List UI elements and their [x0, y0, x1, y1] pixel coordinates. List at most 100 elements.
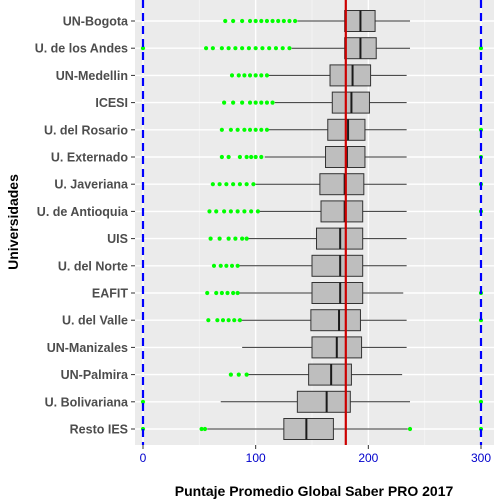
box-6	[210, 173, 484, 196]
category-label: U. del Norte	[58, 259, 128, 273]
box-11	[206, 309, 484, 332]
outlier-point	[231, 18, 236, 24]
box-7	[207, 200, 484, 223]
outlier-point	[240, 100, 245, 105]
outlier-point	[259, 154, 264, 160]
outlier-point	[247, 73, 253, 78]
outlier-point	[199, 426, 204, 432]
box-2	[229, 64, 407, 87]
outlier-point	[206, 318, 211, 323]
outlier-point	[280, 46, 285, 51]
outlier-point	[223, 18, 228, 24]
x-tick-label: 300	[471, 451, 491, 465]
outlier-point	[259, 18, 264, 24]
box-0	[223, 10, 411, 32]
box-15	[140, 418, 484, 440]
outlier-point	[226, 46, 231, 51]
outlier-point	[222, 209, 227, 214]
outlier-point	[233, 46, 238, 51]
outlier-point	[224, 182, 229, 187]
x-axis-ticks: 0 100 200 300	[140, 445, 491, 465]
category-label: EAFIT	[92, 287, 128, 301]
outlier-point	[244, 182, 249, 187]
outlier-point	[235, 127, 240, 132]
category-label: U. del Rosario	[44, 123, 128, 137]
outlier-point	[219, 154, 224, 160]
outlier-point	[228, 372, 233, 377]
outlier-point	[270, 100, 275, 105]
x-axis-title: Puntaje Promedio Global Saber PRO 2017	[175, 483, 454, 499]
outlier-point	[478, 399, 484, 404]
outlier-point	[242, 209, 247, 214]
outlier-point	[229, 263, 235, 268]
outlier-point	[287, 46, 292, 51]
outlier-point	[202, 426, 208, 432]
outlier-point	[214, 290, 219, 296]
box-8	[208, 227, 407, 250]
outlier-point	[247, 18, 253, 24]
outlier-point	[249, 209, 254, 214]
outlier-point	[214, 209, 219, 214]
box-iqr	[311, 282, 364, 304]
outlier-point	[231, 100, 236, 105]
outlier-point	[259, 127, 264, 132]
x-tick-label: 100	[246, 451, 266, 465]
outlier-point	[217, 182, 222, 187]
box-iqr	[310, 309, 361, 332]
box-iqr	[319, 173, 365, 196]
category-label: U. del Valle	[62, 314, 128, 328]
box-iqr	[308, 363, 352, 386]
outlier-point	[235, 290, 240, 296]
outlier-point	[478, 46, 484, 51]
outlier-point	[244, 154, 249, 160]
outlier-point	[259, 73, 264, 78]
outlier-point	[235, 263, 240, 268]
outlier-point	[226, 154, 231, 160]
outlier-point	[249, 154, 254, 160]
category-label: ICESI	[95, 96, 128, 110]
outlier-point	[236, 73, 241, 78]
box-14	[140, 390, 484, 413]
x-tick-label: 0	[140, 451, 147, 465]
outlier-point	[207, 209, 212, 214]
outlier-point	[228, 209, 233, 214]
outlier-point	[259, 100, 264, 105]
outlier-point	[253, 46, 258, 51]
outlier-point	[229, 73, 235, 78]
outlier-point	[226, 318, 231, 323]
outlier-point	[247, 100, 253, 105]
x-tick-label: 200	[358, 451, 378, 465]
category-label: U. de los Andes	[35, 42, 128, 56]
outlier-point	[203, 46, 209, 51]
reference-lines	[141, 0, 483, 445]
box-iqr	[311, 254, 364, 277]
category-label: UN-Manizales	[47, 341, 128, 355]
outlier-point	[276, 18, 281, 24]
box-9	[211, 254, 407, 277]
outlier-point	[281, 18, 286, 24]
box-13	[228, 363, 403, 386]
category-label: U. Javeriana	[54, 178, 129, 192]
category-labels: UN-Bogota U. de los Andes UN-Medellin ICESI…	[35, 15, 135, 437]
outlier-point	[264, 100, 270, 105]
outlier-point	[219, 127, 224, 132]
outlier-point	[210, 46, 215, 51]
box-1	[140, 37, 484, 60]
outlier-point	[242, 73, 247, 78]
outlier-point	[255, 209, 261, 214]
outlier-point	[226, 236, 231, 241]
outlier-point	[217, 236, 222, 241]
box-iqr	[283, 418, 334, 440]
outlier-point	[264, 127, 270, 132]
category-label: UIS	[107, 232, 128, 246]
category-label: UN-Bogota	[63, 15, 129, 29]
outlier-point	[219, 46, 224, 51]
outlier-point	[219, 290, 224, 296]
outlier-point	[231, 290, 236, 296]
outlier-point	[251, 182, 256, 187]
box-12	[242, 336, 407, 359]
outlier-point	[260, 46, 265, 51]
category-label: U. Externado	[51, 151, 128, 165]
outlier-point	[235, 209, 240, 214]
